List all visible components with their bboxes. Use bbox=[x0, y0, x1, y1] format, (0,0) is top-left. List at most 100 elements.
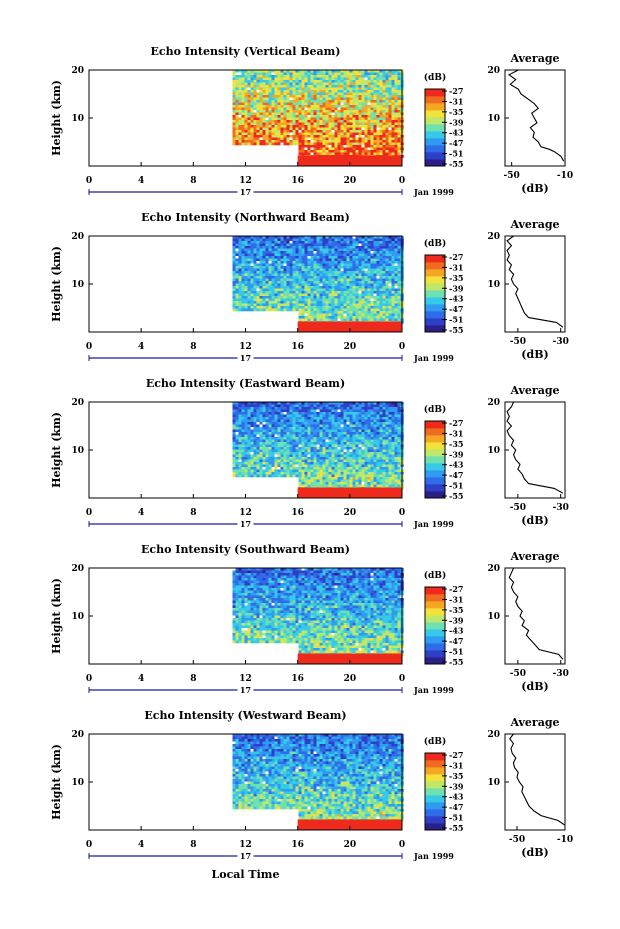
heatmap-cell bbox=[256, 449, 260, 453]
heatmap-cell bbox=[349, 115, 353, 118]
heatmap-cell bbox=[331, 256, 335, 259]
heatmap-cell bbox=[262, 459, 266, 463]
heatmap-cell bbox=[301, 263, 305, 267]
heatmap-cell bbox=[376, 318, 380, 322]
heatmap-cell bbox=[307, 261, 311, 264]
heatmap-cell bbox=[316, 422, 320, 425]
heatmap-cell bbox=[289, 125, 293, 128]
heatmap-cell bbox=[376, 303, 380, 307]
heatmap-cell bbox=[244, 140, 248, 143]
heatmap-cell bbox=[310, 444, 314, 448]
heatmap-cell bbox=[274, 404, 278, 408]
heatmap-cell bbox=[301, 318, 305, 322]
heatmap-cell bbox=[382, 296, 386, 299]
heatmap-cell bbox=[274, 115, 278, 118]
heatmap-cell bbox=[247, 306, 251, 309]
heatmap-cell bbox=[334, 75, 338, 78]
heatmap-cell bbox=[250, 92, 254, 96]
heatmap-cell bbox=[364, 303, 368, 307]
heatmap-cell bbox=[232, 281, 236, 284]
heatmap-cell bbox=[253, 120, 257, 123]
heatmap-cell bbox=[379, 77, 383, 81]
heatmap-cell bbox=[391, 316, 395, 319]
heatmap-cell bbox=[331, 95, 335, 98]
heatmap-cell bbox=[394, 147, 398, 151]
heatmap-cell bbox=[268, 402, 272, 405]
heatmap-cell bbox=[319, 145, 323, 148]
heatmap-cell bbox=[235, 296, 239, 299]
heatmap-cell bbox=[337, 283, 341, 287]
heatmap-cell bbox=[355, 80, 359, 83]
heatmap-cell bbox=[238, 137, 242, 141]
heatmap-cell bbox=[286, 263, 290, 267]
heatmap-cell bbox=[310, 296, 314, 299]
heatmap-cell bbox=[241, 454, 245, 458]
heatmap-cell bbox=[250, 407, 254, 410]
heatmap-cell bbox=[277, 286, 281, 289]
x-tick-label: 4 bbox=[138, 342, 144, 352]
heatmap-cell bbox=[247, 268, 251, 272]
heatmap-cell bbox=[349, 266, 353, 269]
heatmap-cell bbox=[235, 281, 239, 284]
heatmap-cell bbox=[325, 112, 329, 116]
heatmap-cell bbox=[358, 308, 362, 312]
heatmap-cell bbox=[241, 92, 245, 96]
heatmap-cell bbox=[274, 419, 278, 423]
heatmap-cell bbox=[268, 107, 272, 111]
heatmap-cell bbox=[274, 238, 278, 242]
heatmap-cell bbox=[346, 318, 350, 322]
heatmap-cell bbox=[334, 238, 338, 242]
heatmap-cell bbox=[232, 464, 236, 468]
colorbar-segment bbox=[425, 269, 445, 277]
heatmap-cell bbox=[301, 271, 305, 274]
heatmap-cell bbox=[364, 120, 368, 123]
heatmap-cell bbox=[379, 92, 383, 96]
heatmap-cell bbox=[325, 248, 329, 252]
heatmap-cell bbox=[253, 427, 257, 430]
heatmap-cell bbox=[328, 301, 332, 304]
heatmap-cell bbox=[274, 447, 278, 450]
heatmap-cell bbox=[247, 251, 251, 254]
heatmap-cell bbox=[286, 142, 290, 146]
heatmap-cell bbox=[280, 122, 284, 126]
heatmap-cell bbox=[310, 432, 314, 435]
heatmap-cell bbox=[298, 414, 302, 418]
heatmap-cell bbox=[340, 288, 344, 292]
heatmap-cell bbox=[271, 248, 275, 252]
heatmap-cell bbox=[247, 288, 251, 292]
heatmap-cell bbox=[292, 238, 296, 242]
heatmap-cell bbox=[394, 286, 398, 289]
heatmap-cell bbox=[283, 77, 287, 81]
heatmap-cell bbox=[316, 266, 320, 269]
heatmap-cell bbox=[355, 316, 359, 319]
heatmap-cell bbox=[244, 100, 248, 103]
heatmap-cell bbox=[337, 132, 341, 136]
heatmap-cell bbox=[307, 442, 311, 445]
heatmap-cell bbox=[244, 464, 248, 468]
heatmap-cell bbox=[394, 251, 398, 254]
heatmap-cell bbox=[247, 434, 251, 438]
heatmap-cell bbox=[295, 248, 299, 252]
heatmap-cell bbox=[256, 70, 260, 73]
heatmap-cell bbox=[367, 306, 371, 309]
heatmap-cell bbox=[268, 464, 272, 468]
heatmap-cell bbox=[289, 472, 293, 475]
heatmap-cell bbox=[364, 95, 368, 98]
heatmap-cell bbox=[325, 449, 329, 453]
heatmap-cell bbox=[346, 276, 350, 279]
heatmap-cell bbox=[331, 482, 335, 485]
heatmap-cell bbox=[307, 412, 311, 415]
heatmap-cell bbox=[391, 137, 395, 141]
heatmap-cell bbox=[265, 268, 269, 272]
heatmap-cell bbox=[289, 464, 293, 468]
heatmap-cell bbox=[349, 112, 353, 116]
heatmap-cell bbox=[307, 444, 311, 448]
heatmap-cell bbox=[304, 424, 308, 428]
heatmap-cell bbox=[238, 303, 242, 307]
heatmap-cell bbox=[241, 130, 245, 133]
heatmap-cell bbox=[262, 283, 266, 287]
heatmap-cell bbox=[295, 75, 299, 78]
heatmap-cell bbox=[247, 142, 251, 146]
heatmap-cell bbox=[334, 135, 338, 138]
heatmap-cell bbox=[304, 459, 308, 463]
